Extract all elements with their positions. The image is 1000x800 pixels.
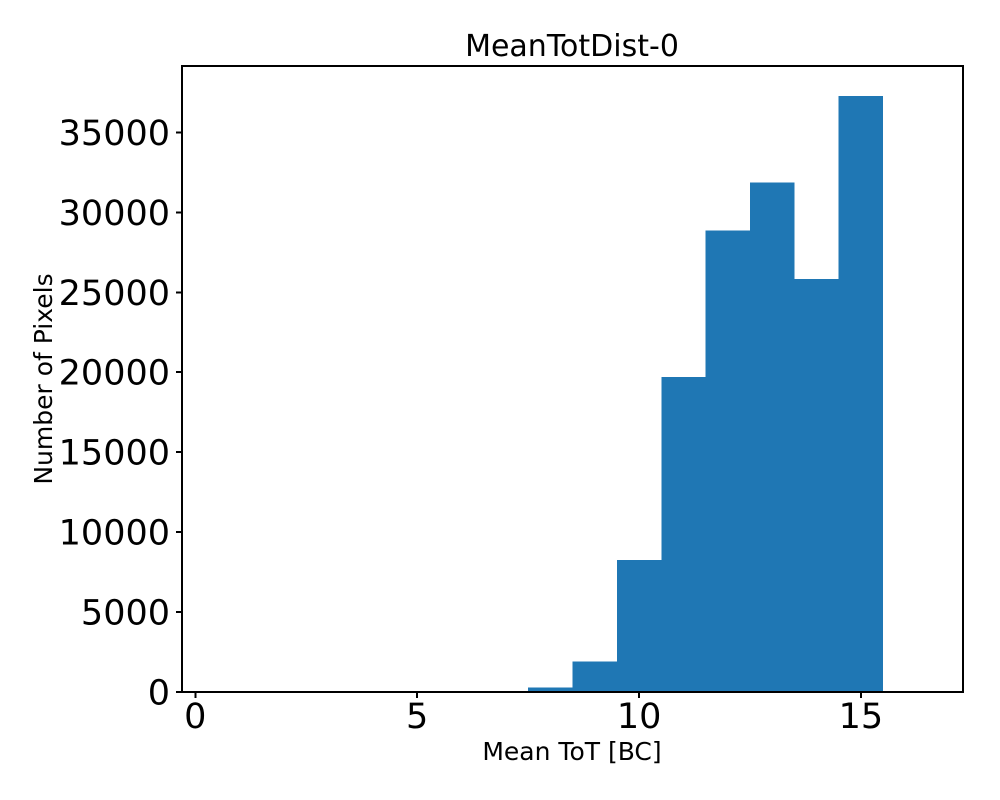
y-tick-label: 10000 xyxy=(59,514,170,554)
axes-layer xyxy=(176,65,964,698)
x-tick-label: 15 xyxy=(839,697,884,737)
y-tick-label: 30000 xyxy=(59,194,170,234)
x-axis-label: Mean ToT [BC] xyxy=(482,737,661,766)
y-tick-label: 0 xyxy=(148,674,170,714)
y-tick-label: 20000 xyxy=(59,354,170,394)
plot-border xyxy=(181,65,964,693)
histogram-bar xyxy=(794,278,839,692)
histogram-bar xyxy=(750,182,795,692)
histogram-bar xyxy=(528,687,573,692)
histogram-bar xyxy=(661,377,706,692)
y-axis-label: Number of Pixels xyxy=(29,273,58,484)
y-tick-label: 35000 xyxy=(59,114,170,154)
histogram-bars xyxy=(528,96,884,693)
x-tick-label: 10 xyxy=(617,697,662,737)
histogram-bar xyxy=(572,661,617,692)
histogram-bar xyxy=(616,559,662,692)
chart-title: MeanTotDist-0 xyxy=(465,29,679,64)
y-tick-label: 15000 xyxy=(59,434,170,474)
histogram-bar xyxy=(838,96,884,693)
histogram-bar xyxy=(705,230,750,692)
tick-labels: 0 5 10 15 0 5000 10000 15000 20000 25000 30000 3500… xyxy=(59,114,884,737)
y-tick-label: 25000 xyxy=(59,274,170,314)
y-tick-label: 5000 xyxy=(81,594,170,634)
x-tick-label: 0 xyxy=(184,697,206,737)
x-tick-label: 5 xyxy=(406,697,428,737)
